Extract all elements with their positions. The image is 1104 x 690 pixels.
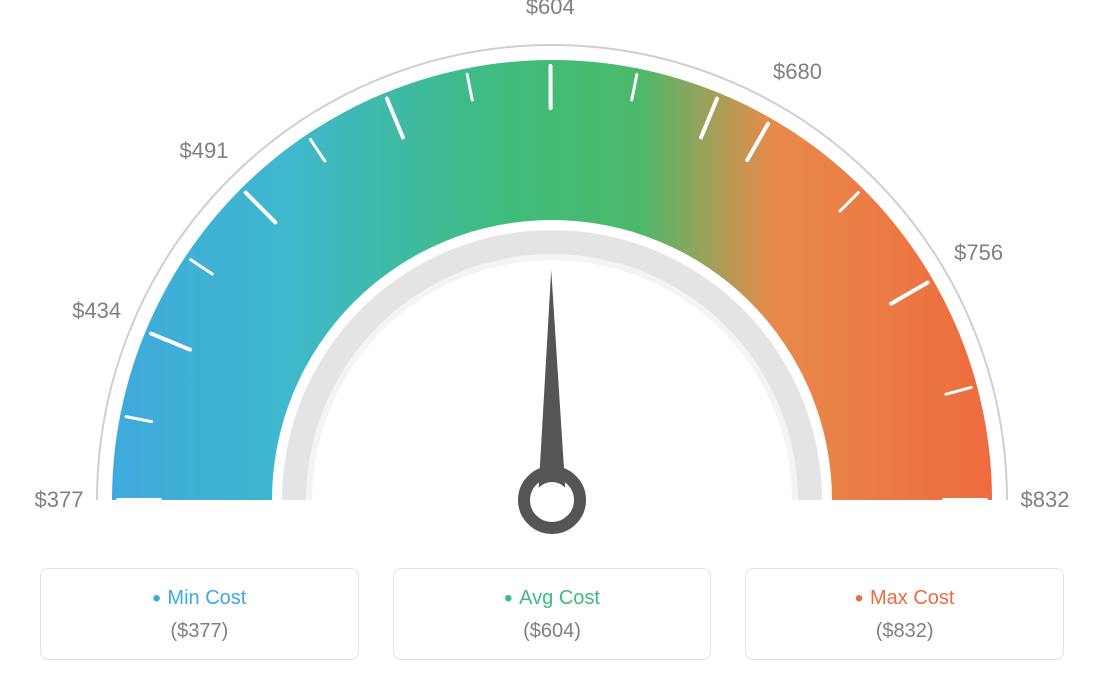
gauge-tick-label: $832 xyxy=(1021,487,1070,513)
legend-title-max: Max Cost xyxy=(756,587,1053,610)
gauge-tick-label: $491 xyxy=(180,138,229,164)
gauge-needle-hub-inner xyxy=(534,482,570,518)
gauge-svg xyxy=(0,0,1104,560)
legend-box-avg: Avg Cost ($604) xyxy=(393,568,712,660)
legend-row: Min Cost ($377) Avg Cost ($604) Max Cost… xyxy=(0,568,1104,660)
gauge-tick-label: $434 xyxy=(72,298,121,324)
legend-value-max: ($832) xyxy=(756,620,1053,643)
gauge-tick-label: $680 xyxy=(773,59,822,85)
legend-value-avg: ($604) xyxy=(404,620,701,643)
gauge-tick-label: $604 xyxy=(526,0,575,20)
legend-box-max: Max Cost ($832) xyxy=(745,568,1064,660)
gauge-tick-label: $756 xyxy=(954,240,1003,266)
legend-title-min: Min Cost xyxy=(51,587,348,610)
gauge-container: $377 $434 $491 $604 $680 $756 $832 xyxy=(0,0,1104,560)
legend-box-min: Min Cost ($377) xyxy=(40,568,359,660)
legend-title-avg: Avg Cost xyxy=(404,587,701,610)
gauge-tick-label: $377 xyxy=(35,487,84,513)
gauge-needle xyxy=(538,270,566,500)
legend-value-min: ($377) xyxy=(51,620,348,643)
